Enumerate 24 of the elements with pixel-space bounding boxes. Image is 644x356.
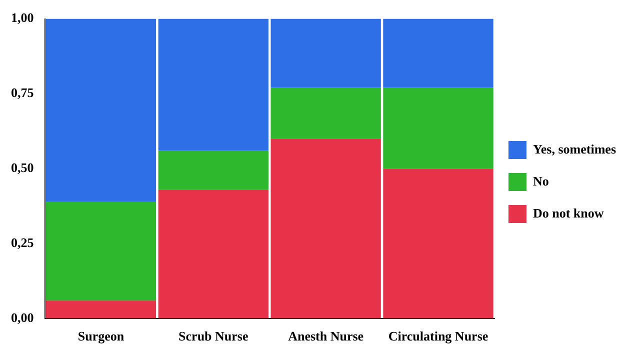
bar [158,190,268,318]
legend-label: Do not know [532,205,604,220]
bar [383,88,494,169]
bar [270,138,381,318]
y-tick-label: 0,50 [11,160,34,175]
x-tick-label: Surgeon [78,328,125,344]
bar [46,18,156,202]
y-tick-label: 1,00 [11,10,34,26]
bar [158,18,268,151]
x-tick-label: Scrub Nurse [178,328,248,344]
bar [46,202,156,300]
bar [270,88,381,139]
x-tick-label: Anesth Nurse [288,328,364,344]
legend-label: No [532,173,549,188]
y-tick-label: 0,25 [11,234,34,250]
bar [270,18,381,88]
bar [158,150,268,190]
y-tick-label: 0,00 [11,310,34,325]
y-tick-label: 0,75 [11,85,34,100]
legend-label: Yes, sometimes [532,141,616,156]
bar [383,168,494,318]
bar [383,18,494,88]
bar [46,300,156,318]
x-tick-label: Circulating Nurse [388,328,488,344]
